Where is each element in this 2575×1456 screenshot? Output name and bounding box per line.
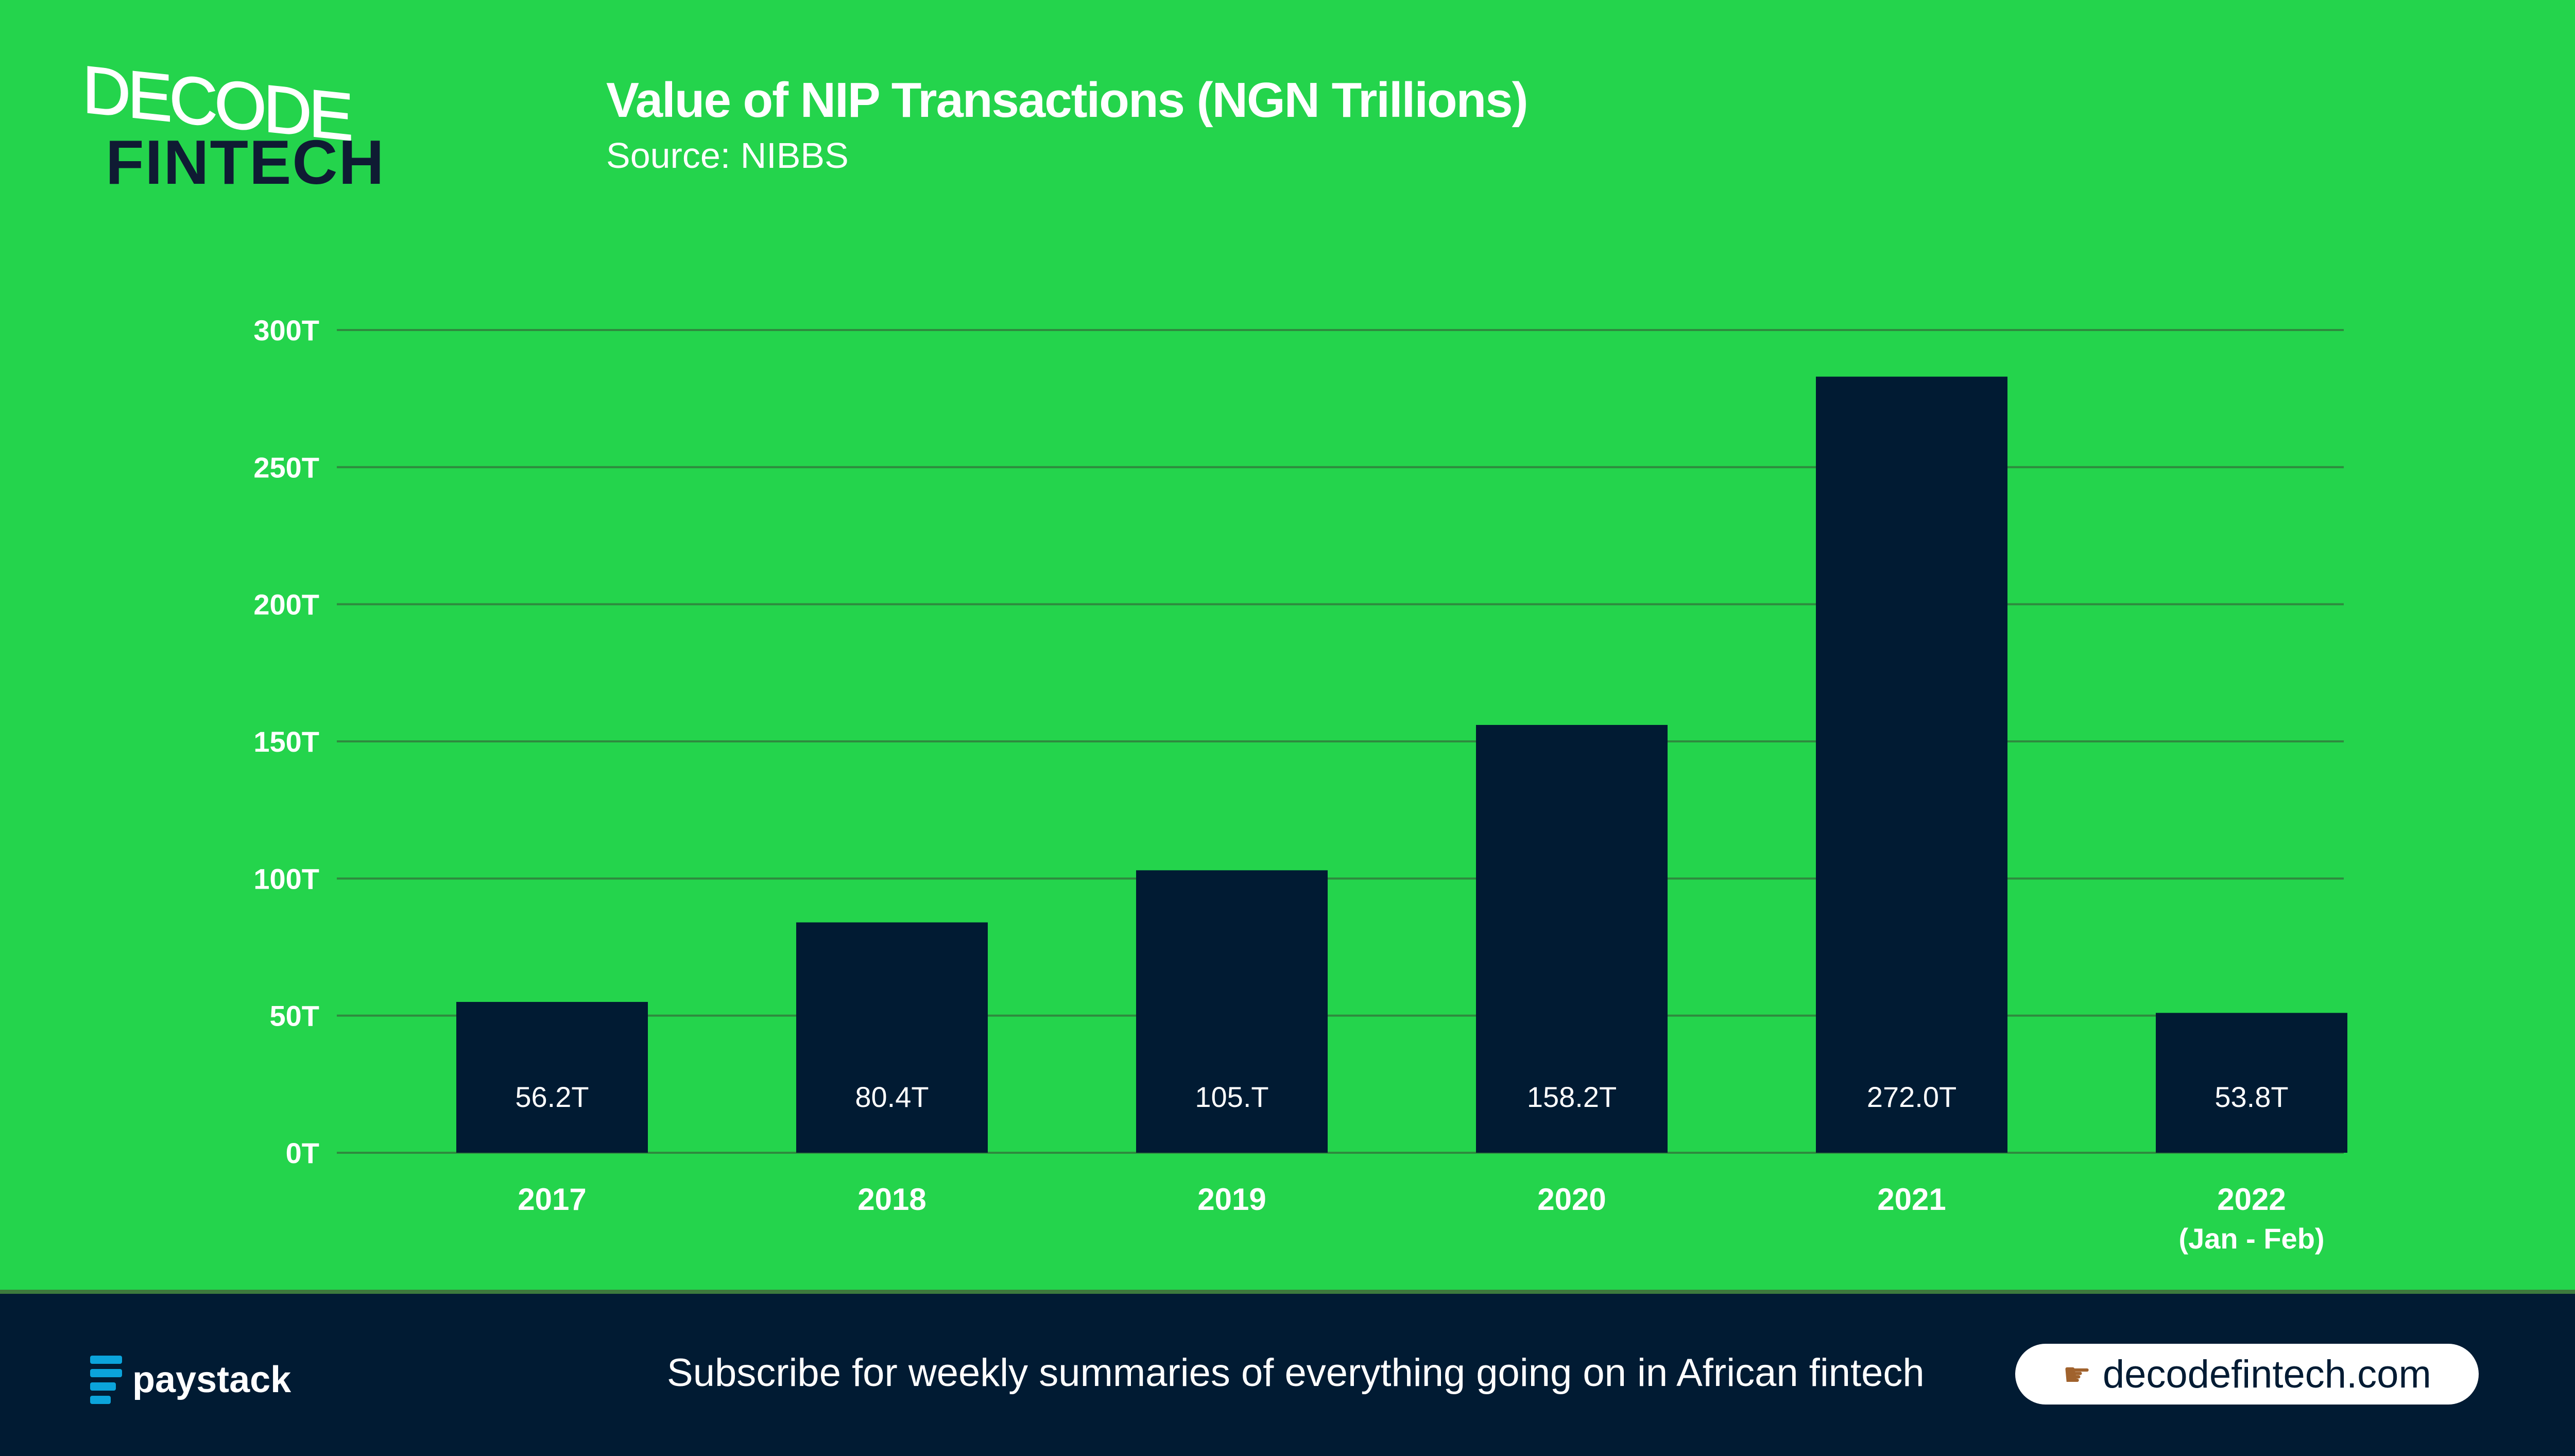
x-tick-label: 2022: [2217, 1182, 2286, 1217]
subscribe-text: Subscribe for weekly summaries of everyt…: [667, 1351, 1925, 1395]
bar: [796, 922, 988, 1153]
chart-source: Source: NIBBS: [606, 135, 849, 176]
data-label: 272.0T: [1867, 1081, 1956, 1113]
bar: [456, 1002, 648, 1153]
data-label: 158.2T: [1527, 1081, 1617, 1113]
footer: paystack Subscribe for weekly summaries …: [0, 1290, 2575, 1456]
website-link: decodefintech.com: [2102, 1352, 2431, 1396]
bar: [1476, 725, 1668, 1153]
data-label: 80.4T: [855, 1081, 929, 1113]
website-link-button[interactable]: ☛ decodefintech.com: [2015, 1344, 2479, 1405]
x-tick-label: 2017: [518, 1182, 586, 1217]
paystack-brand: paystack: [132, 1359, 291, 1400]
y-tick-label: 50T: [270, 1000, 320, 1032]
y-tick-label: 300T: [253, 314, 319, 346]
y-tick-label: 150T: [253, 725, 319, 758]
x-tick-label: 2019: [1197, 1182, 1266, 1217]
x-tick-label: 2018: [857, 1182, 926, 1217]
bar: [2156, 1013, 2347, 1153]
bar-chart: 0T 50T 100T 150T 200T 250T 300T 56.2T 2017 80.4T 2…: [253, 314, 2347, 1255]
data-label: 53.8T: [2214, 1081, 2288, 1113]
x-tick-label: 2020: [1537, 1182, 1606, 1217]
y-tick-label: 250T: [253, 451, 319, 483]
y-tick-label: 0T: [286, 1137, 319, 1169]
logo-fintech: FINTECH: [106, 127, 385, 197]
chart-title: Value of NIP Transactions (NGN Trillions…: [606, 73, 1529, 128]
x-tick-label: 2021: [1877, 1182, 1946, 1217]
paystack-logo: paystack: [90, 1356, 291, 1404]
data-label: 105.T: [1195, 1081, 1268, 1113]
y-tick-label: 200T: [253, 588, 319, 621]
bar: [1136, 870, 1328, 1153]
paystack-icon: [90, 1356, 122, 1404]
pointing-hand-icon: ☛: [2063, 1357, 2091, 1393]
data-label: 56.2T: [515, 1081, 589, 1113]
y-tick-label: 100T: [253, 862, 319, 895]
x-tick-sublabel: (Jan - Feb): [2178, 1222, 2324, 1255]
bar: [1816, 376, 2007, 1153]
